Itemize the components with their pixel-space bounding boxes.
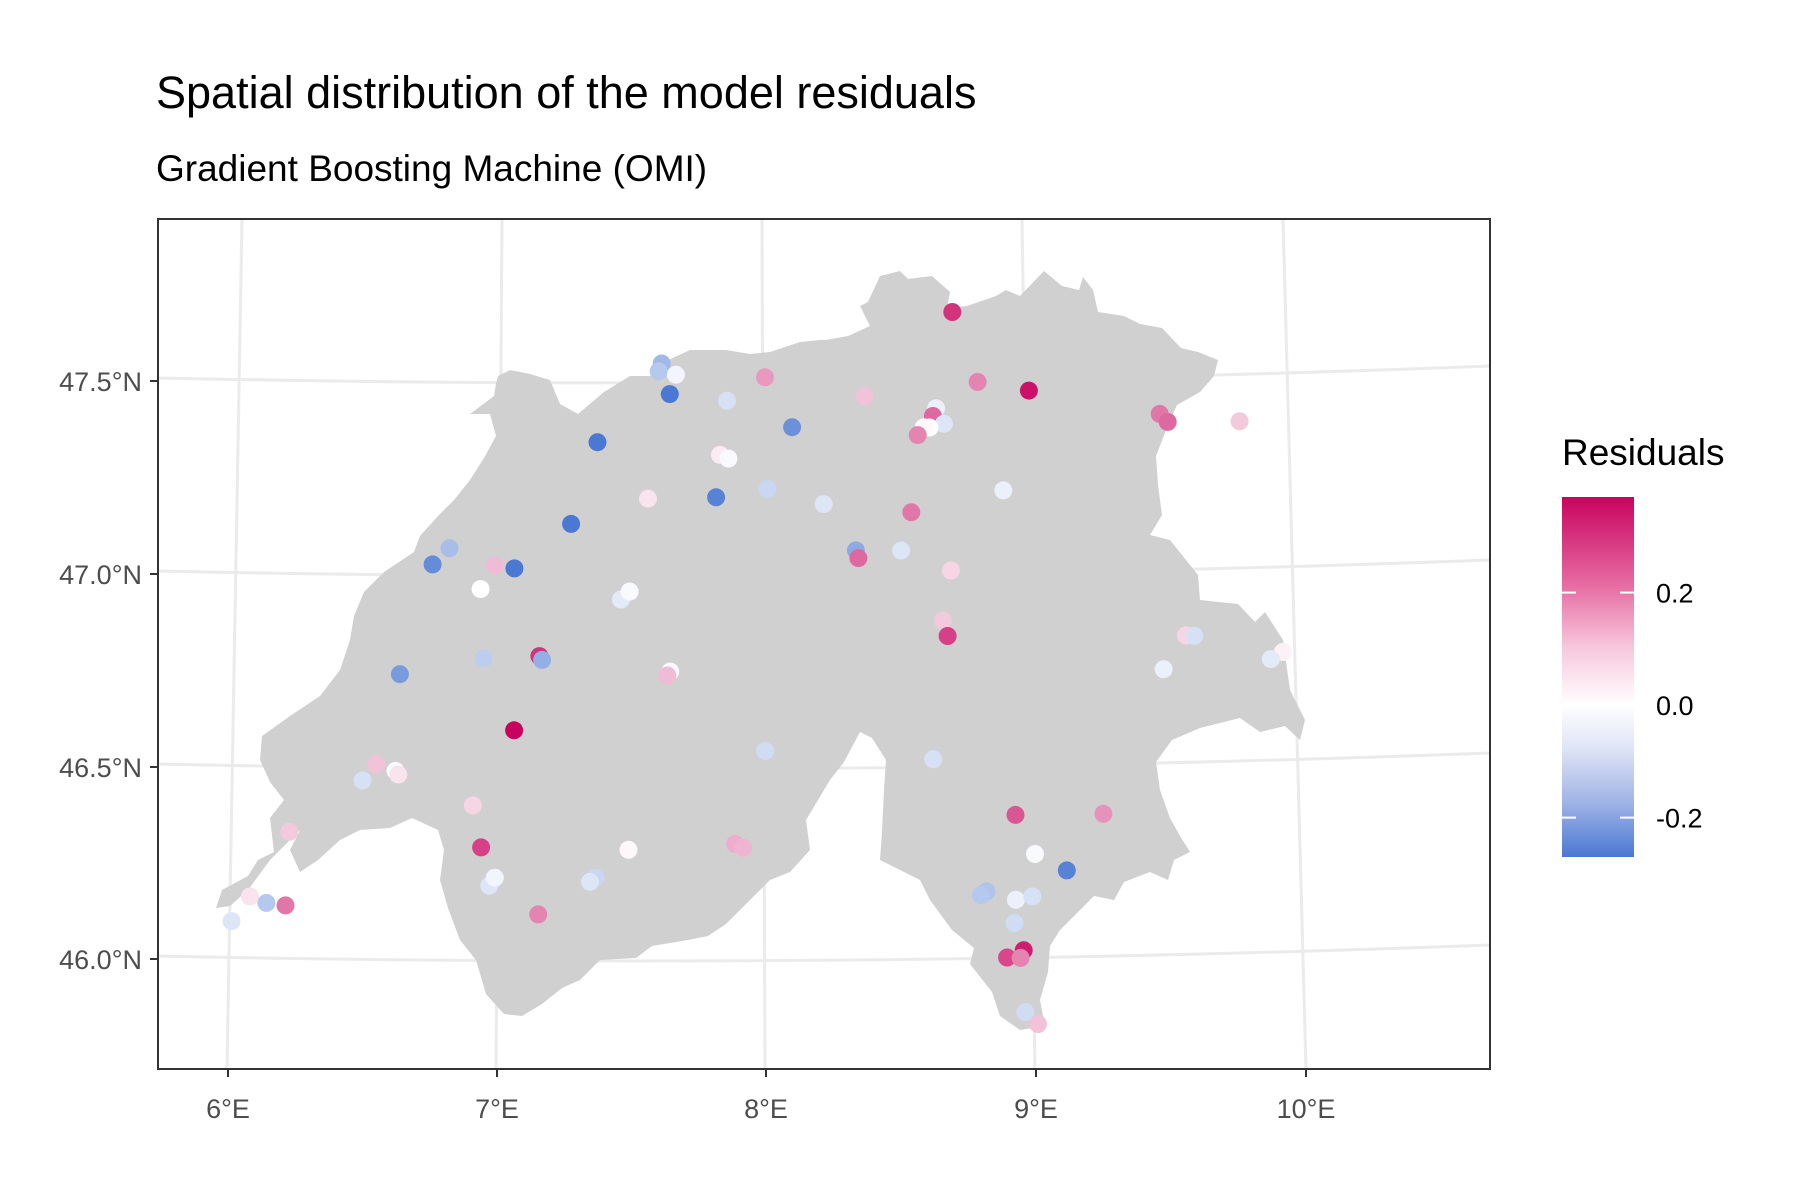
legend-label: 0.0	[1656, 691, 1694, 721]
residual-point	[660, 385, 679, 404]
residual-point	[505, 721, 524, 740]
residual-point	[1261, 650, 1280, 669]
chart-title: Spatial distribution of the model residu…	[156, 67, 977, 118]
y-tick-label: 47.5°N	[59, 367, 142, 397]
residual-point	[734, 838, 753, 857]
legend-label: -0.2	[1656, 804, 1703, 834]
residual-point	[1026, 845, 1044, 863]
legend-ticks	[1562, 591, 1634, 819]
residual-point	[367, 755, 386, 774]
residual-point	[814, 495, 833, 514]
residual-point	[474, 649, 493, 668]
residual-point	[529, 905, 548, 924]
residual-point	[756, 742, 775, 761]
residual-point	[639, 489, 657, 508]
x-tick-label: 9°E	[1014, 1094, 1058, 1124]
legend-title: Residuals	[1562, 432, 1725, 473]
residual-point	[620, 582, 639, 601]
residual-point	[353, 771, 372, 790]
residual-point	[902, 503, 921, 522]
residual-point	[998, 948, 1017, 967]
residual-point	[707, 488, 726, 507]
axis-ticks	[150, 380, 1307, 1077]
residual-point	[505, 559, 524, 578]
residual-point	[581, 872, 599, 891]
residual-point	[892, 541, 911, 560]
residual-point	[1094, 804, 1113, 823]
residual-point	[908, 426, 927, 445]
residual-point	[390, 665, 409, 684]
residual-point	[485, 556, 504, 575]
residual-point	[1006, 890, 1025, 909]
residual-point	[758, 480, 777, 498]
x-tick-label: 10°E	[1277, 1094, 1336, 1124]
residual-point	[994, 481, 1013, 500]
residual-point	[1057, 861, 1076, 880]
residual-point	[257, 893, 276, 912]
residual-point	[1154, 660, 1173, 679]
y-tick-label: 46.0°N	[59, 945, 142, 975]
residual-point	[1011, 948, 1030, 967]
legend-label: 0.2	[1656, 579, 1694, 609]
residual-point	[934, 414, 953, 433]
residual-point	[533, 650, 552, 669]
residual-point	[471, 580, 490, 599]
residual-point	[658, 666, 677, 685]
switzerland-land	[216, 271, 1305, 1030]
residual-point	[472, 838, 491, 857]
x-tick-label: 7°E	[475, 1094, 519, 1124]
x-tick-label: 8°E	[744, 1094, 788, 1124]
residual-point	[1016, 1003, 1035, 1022]
residual-point	[222, 912, 241, 931]
residual-point	[1185, 626, 1204, 645]
residual-point	[649, 362, 668, 381]
residual-point	[943, 303, 962, 321]
residual-point	[1029, 1015, 1047, 1033]
residual-point	[718, 391, 736, 410]
residual-point	[276, 896, 295, 915]
residual-point	[240, 887, 259, 906]
residual-point	[423, 555, 442, 574]
legend-colorbar	[1562, 497, 1634, 857]
residual-point	[924, 750, 943, 769]
residual-point	[933, 611, 952, 630]
residual-point	[1006, 805, 1025, 824]
residual-point	[849, 549, 868, 568]
residual-point	[971, 886, 990, 905]
residual-point	[756, 368, 774, 387]
residual-point	[1230, 412, 1249, 431]
residual-point	[719, 449, 738, 468]
residual-point	[1019, 381, 1038, 400]
residual-point	[1023, 887, 1042, 906]
parallel-46-0n	[158, 943, 1490, 963]
residual-point	[389, 765, 408, 784]
residual-point	[1158, 412, 1177, 431]
residual-point	[1005, 914, 1024, 932]
x-tick-label: 6°E	[206, 1094, 250, 1124]
residual-point	[280, 822, 299, 841]
residual-points	[222, 303, 1292, 1033]
residual-point	[485, 868, 504, 887]
residual-point	[938, 627, 957, 645]
residual-point	[588, 433, 607, 452]
y-tick-label: 47.0°N	[59, 560, 142, 590]
residual-point	[619, 840, 638, 859]
residual-point	[855, 387, 874, 406]
chart-subtitle: Gradient Boosting Machine (OMI)	[156, 148, 708, 189]
y-tick-label: 46.5°N	[59, 753, 142, 783]
residual-point	[463, 796, 482, 815]
residual-point	[562, 514, 581, 533]
residual-point	[666, 365, 685, 384]
residual-point	[783, 418, 802, 437]
residual-point	[440, 539, 459, 558]
panel-frame	[157, 218, 1491, 1070]
residual-point	[941, 561, 960, 580]
residual-point	[968, 372, 987, 391]
meridian-10e	[1281, 219, 1308, 1069]
